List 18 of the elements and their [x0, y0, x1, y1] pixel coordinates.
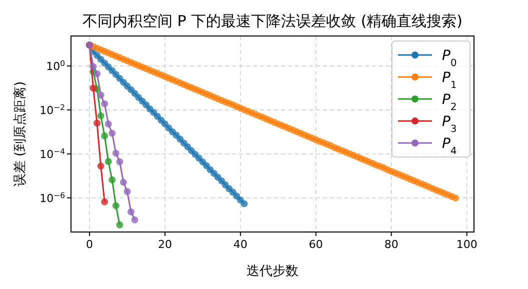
x-axis-title: 迭代步数 [246, 264, 298, 279]
y-axis-title: 误差 (到原点距离) [12, 81, 28, 187]
legend-label: P$_{2}$ [442, 92, 457, 112]
legend-label: P$_{1}$ [442, 70, 457, 90]
y-tick-label: 10$^{−4}$ [40, 146, 66, 161]
x-tick-label: 20 [158, 238, 172, 251]
legend-label: P$_{3}$ [442, 114, 457, 134]
x-tick-label: 100 [456, 238, 478, 251]
x-tick-label: 60 [308, 238, 323, 251]
y-tick-label: 10$^{0}$ [46, 58, 66, 73]
legend-label: P$_{4}$ [442, 136, 457, 156]
x-tick-label: 0 [86, 238, 93, 251]
y-tick-label: 10$^{−2}$ [40, 102, 66, 117]
x-tick-label: 80 [384, 238, 398, 251]
x-tick-label: 40 [233, 238, 248, 251]
y-tick-label: 10$^{−6}$ [40, 190, 66, 205]
legend-label: P$_{0}$ [442, 48, 457, 68]
chart-title: 不同内积空间 P 下的最速下降法误差收敛 (精确直线搜索) [82, 12, 463, 30]
